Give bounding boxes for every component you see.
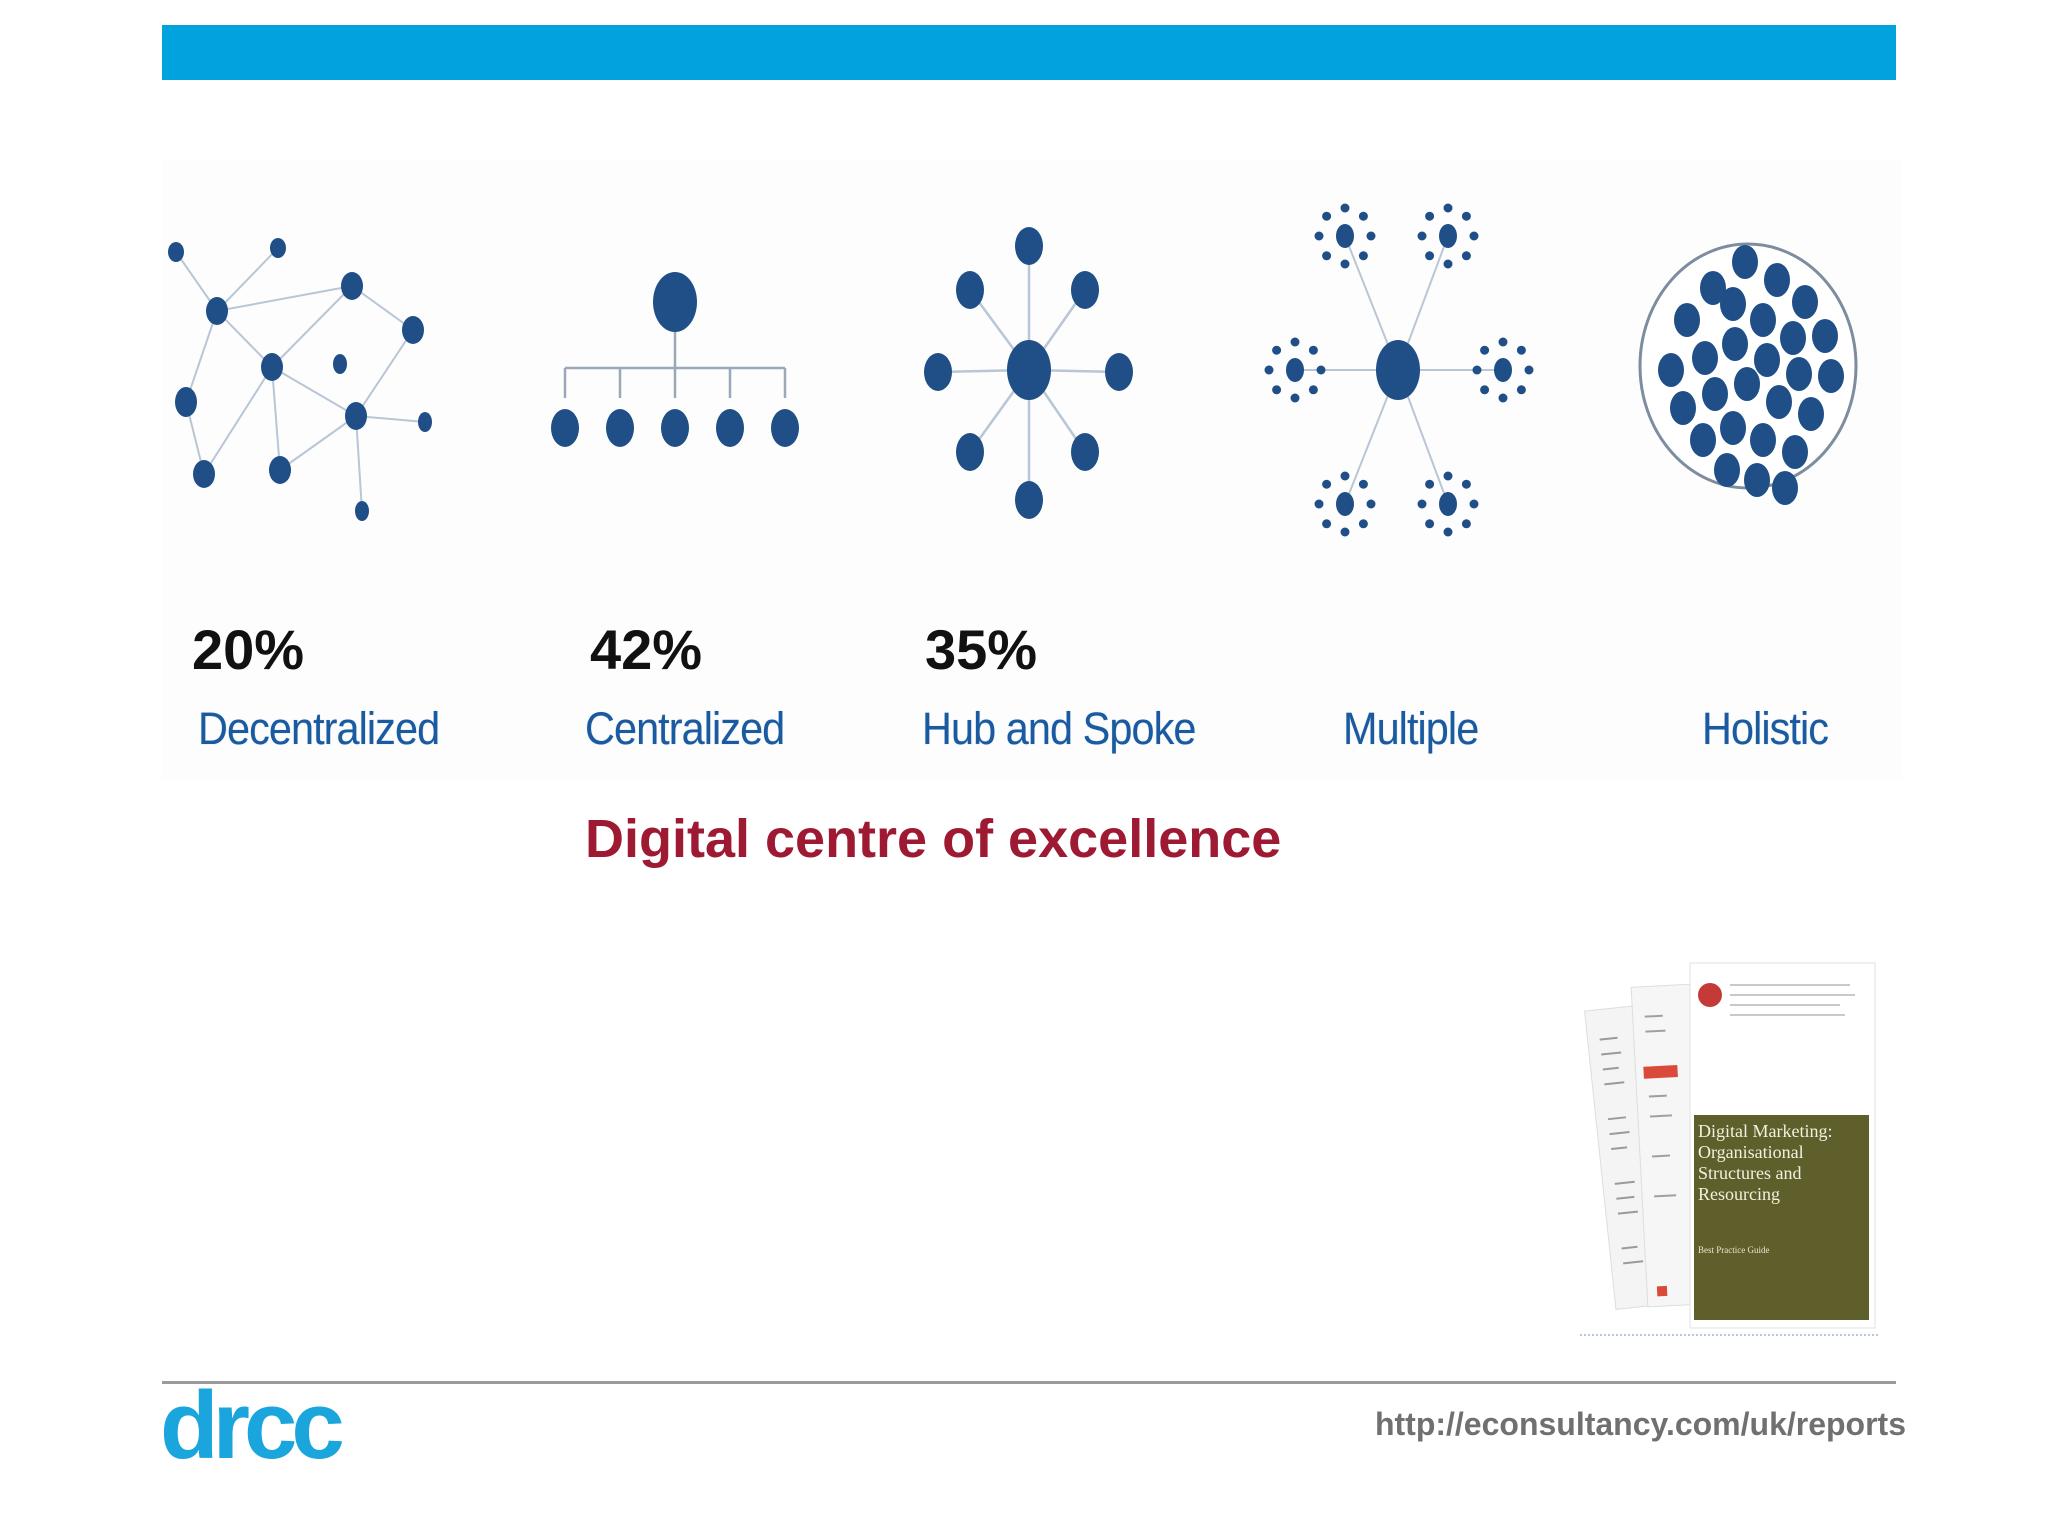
- centralized-hierarchy-icon: [540, 170, 820, 550]
- percent-decentralized: 20%: [192, 618, 305, 681]
- label-centralized: Centralized: [585, 703, 785, 754]
- drcc-logo: drcc: [160, 1372, 345, 1479]
- label-hub-and-spoke: Hub and Spoke: [922, 703, 1196, 754]
- percent-hub-and-spoke: 35%: [925, 618, 1038, 681]
- multiple-hubs-icon: [1250, 170, 1550, 570]
- label-multiple: Multiple: [1343, 703, 1479, 754]
- label-holistic: Holistic: [1702, 703, 1829, 754]
- label-decentralized: Decentralized: [198, 703, 440, 754]
- footer-divider: [162, 1381, 1896, 1384]
- footer-url[interactable]: http://econsultancy.com/uk/reports: [1374, 1406, 1906, 1442]
- holistic-cluster-icon: [1635, 170, 1865, 550]
- report-cover-title: Digital Marketing: Organisational Struct…: [1698, 1121, 1833, 1204]
- report-cover-subtitle: Best Practice Guide: [1698, 1245, 1770, 1255]
- hub-and-spoke-icon: [920, 170, 1140, 550]
- page-title: Digital centre of excellence: [585, 809, 1282, 869]
- decentralized-network-icon: [160, 170, 450, 550]
- report-cover-thumbnail: Digital Marketing: Organisational Struct…: [1570, 955, 1890, 1350]
- percent-centralized: 42%: [590, 618, 703, 681]
- header-bar: [162, 25, 1896, 80]
